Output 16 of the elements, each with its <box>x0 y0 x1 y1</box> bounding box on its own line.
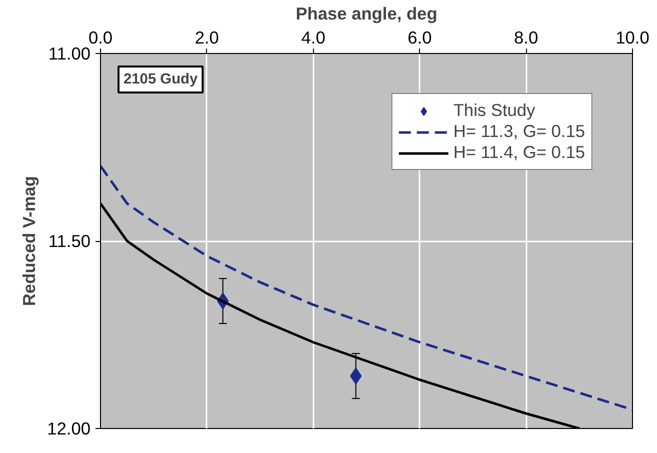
y-tick-label: 12.00 <box>47 418 91 438</box>
y-axis-title: Reduced V-mag <box>19 176 40 306</box>
x-tick-label: 6.0 <box>408 28 432 48</box>
x-tick-label: 8.0 <box>514 28 538 48</box>
legend-label: H= 11.4, G= 0.15 <box>453 142 585 163</box>
legend-label: H= 11.3, G= 0.15 <box>453 121 585 142</box>
legend-label: This Study <box>453 100 536 121</box>
x-tick-label: 4.0 <box>301 28 326 48</box>
annotation: 2105 Gudy <box>124 72 198 88</box>
x-axis-title: Phase angle, deg <box>296 4 438 24</box>
line-series <box>100 164 632 411</box>
x-tick-label: 2.0 <box>194 28 219 48</box>
x-tick-label: 0.0 <box>88 28 113 48</box>
x-tick-label: 10.0 <box>616 28 650 48</box>
y-tick-label: 11.00 <box>48 44 90 64</box>
y-tick-label: 11.50 <box>48 231 90 251</box>
